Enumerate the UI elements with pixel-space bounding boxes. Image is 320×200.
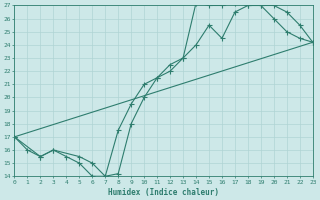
- X-axis label: Humidex (Indice chaleur): Humidex (Indice chaleur): [108, 188, 219, 197]
